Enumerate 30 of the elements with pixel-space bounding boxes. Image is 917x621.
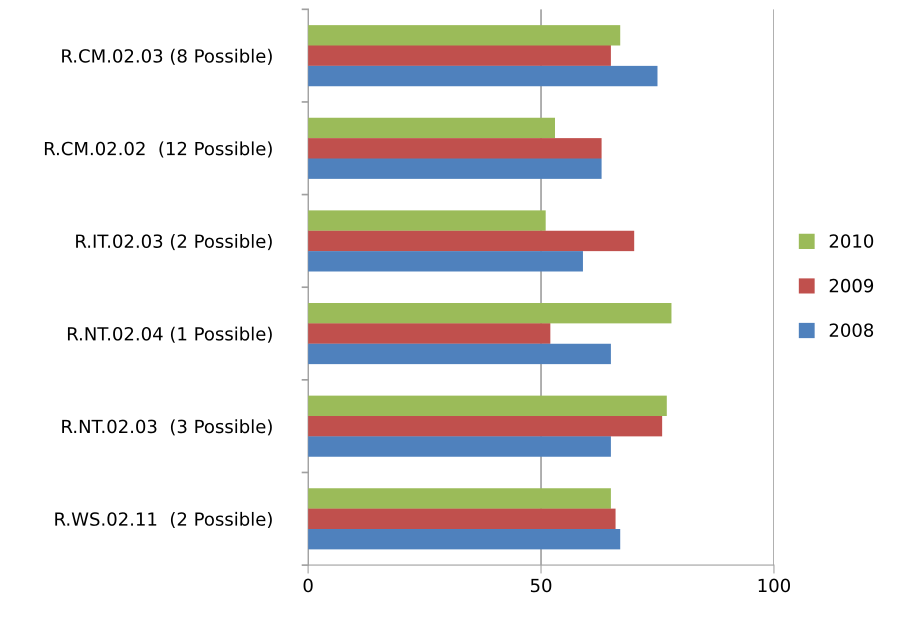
y-tick-label: R.IT.02.03 (2 Possible) (76, 234, 272, 250)
bar (308, 118, 556, 138)
x-tick-label: 100 (758, 578, 790, 592)
legend-label: 2008 (830, 323, 874, 338)
bar (308, 230, 634, 252)
y-tick-label: R.CM.02.03 (8 Possible) (62, 48, 272, 65)
bar (308, 210, 546, 231)
bar (308, 344, 611, 364)
bar (308, 508, 616, 529)
bar (308, 416, 662, 436)
y-tick-label: R.NT.02.04 (1 Possible) (68, 326, 272, 343)
y-tick-label: R.WS.02.11 (2 Possible) (55, 512, 272, 528)
bar (308, 138, 602, 158)
bar (308, 396, 667, 416)
x-tick-label: 0 (304, 578, 313, 592)
bar (308, 488, 611, 509)
bar (308, 251, 583, 272)
x-tick-label: 50 (530, 578, 552, 592)
bar (308, 436, 611, 457)
y-tick-label: R.CM.02.02 (12 Possible) (44, 141, 272, 158)
bar (308, 25, 620, 46)
bar (308, 528, 620, 550)
legend-label: 2010 (830, 234, 874, 248)
bar (308, 323, 550, 344)
legend-label: 2009 (830, 278, 874, 292)
bar (308, 66, 658, 86)
bar (308, 158, 602, 179)
bar (308, 302, 672, 324)
bar (308, 45, 611, 66)
y-tick-label: R.NT.02.03 (3 Possible) (62, 419, 272, 436)
